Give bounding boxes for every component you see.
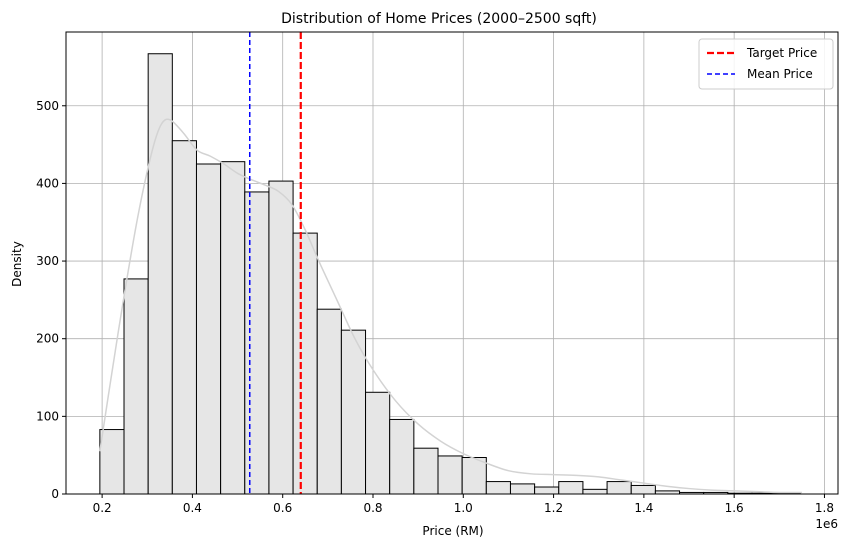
x-tick-label: 1.6: [725, 501, 744, 515]
kde-curve: [99, 118, 802, 494]
histogram-bar: [534, 486, 560, 495]
histogram-bar: [244, 191, 270, 495]
y-tick-label: 200: [36, 332, 59, 346]
histogram-bar: [268, 180, 294, 495]
histogram-bar: [365, 391, 391, 495]
x-tick-label: 1.0: [454, 501, 473, 515]
reference-lines: [248, 32, 302, 494]
histogram-bar: [123, 278, 149, 495]
histogram-bar: [630, 484, 656, 495]
histogram-bar: [99, 429, 125, 495]
kde-curve-group: [99, 118, 802, 494]
y-tick-label: 400: [36, 176, 59, 190]
legend: Target Price Mean Price: [698, 38, 834, 90]
y-tick-label: 0: [51, 487, 59, 501]
y-axis-label: Density: [10, 241, 24, 287]
legend-box: [698, 38, 834, 90]
y-tick-label: 300: [36, 254, 59, 268]
x-tick-label: 1.4: [634, 501, 653, 515]
histogram-bar: [437, 455, 463, 495]
histogram-bar: [606, 481, 632, 495]
x-tick-label: 0.2: [93, 501, 112, 515]
histogram-bar: [292, 232, 318, 495]
histogram-bar: [171, 140, 197, 495]
x-tick-label: 0.8: [363, 501, 382, 515]
x-tick-label: 1.2: [544, 501, 563, 515]
histogram-bar: [485, 481, 511, 495]
y-tick-label: 500: [36, 99, 59, 113]
x-tick-label: 1.8: [815, 501, 834, 515]
x-axis-label: Price (RM): [422, 524, 483, 538]
plot-frame: [65, 31, 839, 495]
axes: 0.2 0.4 0.6 0.8 1.0 1.2 1.4 1.6 1.8 0 100 200 300 400…: [36, 31, 839, 515]
histogram-bar: [582, 488, 608, 495]
legend-target-label: Target Price: [746, 46, 817, 60]
histogram-bars: [99, 53, 801, 495]
legend-mean-label: Mean Price: [747, 67, 813, 81]
x-tick-label: 0.6: [273, 501, 292, 515]
chart-title: Distribution of Home Prices (2000–2500 s…: [281, 11, 597, 27]
histogram-bar: [509, 483, 536, 495]
histogram-bar: [195, 163, 222, 495]
histogram-bar: [220, 161, 246, 495]
y-tick-label: 100: [36, 409, 59, 423]
histogram-bar: [316, 308, 342, 495]
histogram-bar: [461, 457, 487, 495]
histogram-bar: [340, 329, 367, 495]
histogram-bar: [389, 418, 415, 495]
x-axis-offset-text: 1e6: [815, 517, 838, 531]
histogram-bar: [558, 481, 584, 495]
histogram-bar: [413, 447, 439, 495]
x-tick-label: 0.4: [183, 501, 202, 515]
